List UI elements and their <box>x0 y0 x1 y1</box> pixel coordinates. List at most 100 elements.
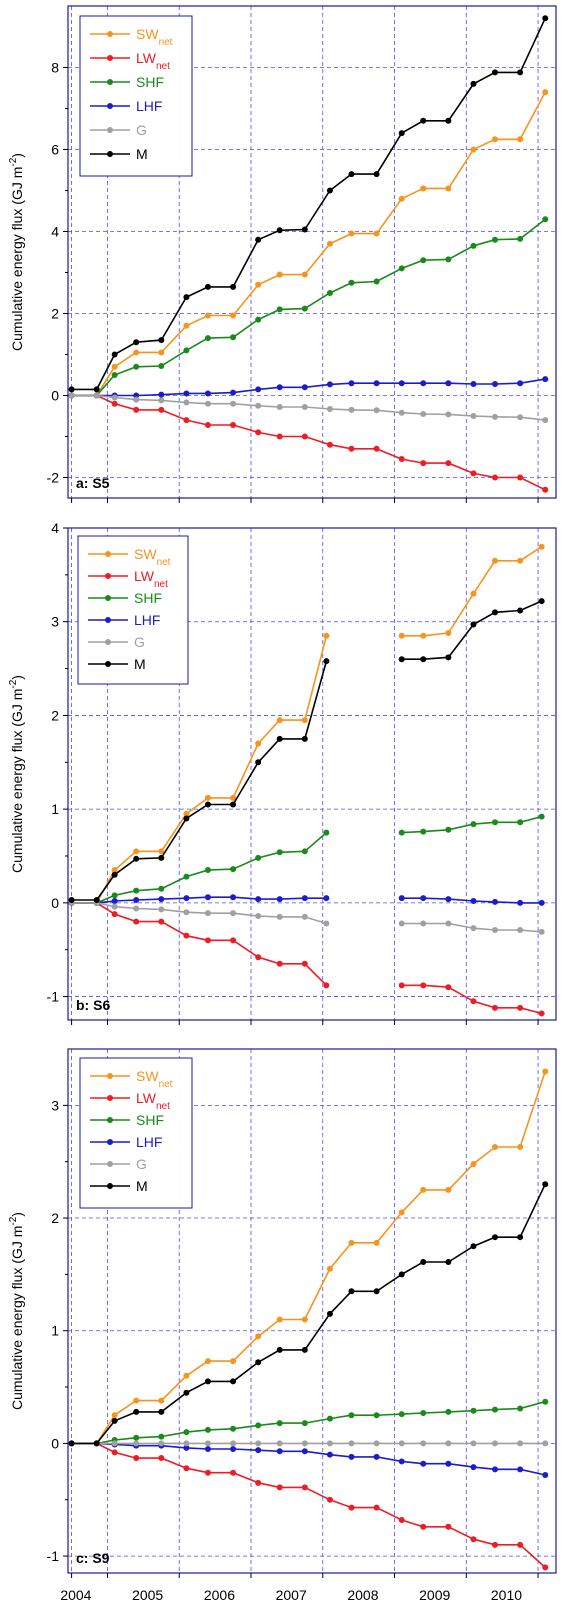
data-point <box>420 185 427 192</box>
series-sw <box>68 89 549 399</box>
series-lw <box>68 392 549 493</box>
data-point <box>538 813 545 820</box>
data-point <box>158 848 165 855</box>
data-point <box>373 230 380 237</box>
data-point <box>373 1504 380 1511</box>
data-point <box>158 1408 165 1415</box>
data-point <box>158 885 165 892</box>
legend-label-m: M <box>136 1178 148 1194</box>
data-point <box>326 1440 333 1447</box>
legend-swatch-marker <box>105 617 111 623</box>
data-point <box>230 1446 237 1453</box>
data-point <box>492 1541 498 1548</box>
data-point <box>517 235 524 242</box>
data-point <box>517 1541 524 1548</box>
data-point <box>445 1258 452 1265</box>
y-axis-label: Cumulative energy flux (GJ m-2) <box>8 1212 25 1410</box>
legend-label-g: G <box>134 634 145 650</box>
data-point <box>204 1446 211 1453</box>
data-point <box>542 486 549 493</box>
data-point <box>255 429 262 436</box>
data-point <box>111 400 118 407</box>
data-point <box>183 873 190 880</box>
data-point <box>348 1453 355 1460</box>
legend-swatch-marker <box>107 55 113 61</box>
data-point <box>470 925 477 932</box>
data-point <box>445 1460 452 1467</box>
data-point <box>133 396 140 403</box>
data-point <box>111 1417 118 1424</box>
data-point <box>542 1471 549 1478</box>
legend-swatch-marker <box>107 151 113 157</box>
data-point <box>276 271 283 278</box>
data-point <box>470 1440 477 1447</box>
data-point <box>276 849 283 856</box>
data-point <box>230 1358 237 1365</box>
data-point <box>542 1181 549 1188</box>
data-point <box>301 271 308 278</box>
data-point <box>420 257 427 264</box>
data-point <box>133 905 140 912</box>
data-point <box>326 406 333 413</box>
data-point <box>420 828 427 835</box>
data-point <box>326 381 333 388</box>
data-point <box>398 456 405 463</box>
data-point <box>470 1407 477 1414</box>
data-point <box>301 913 308 920</box>
data-point <box>301 384 308 391</box>
legend-swatch-marker <box>107 1183 113 1189</box>
data-point <box>183 1429 190 1436</box>
series-shf <box>68 813 545 906</box>
data-point <box>133 1434 140 1441</box>
data-point <box>255 402 262 409</box>
legend-swatch-marker <box>105 573 111 579</box>
data-point <box>204 1440 211 1447</box>
data-point <box>445 826 452 833</box>
data-point <box>398 380 405 387</box>
legend-label-m: M <box>134 656 146 672</box>
data-point <box>276 717 283 724</box>
data-point <box>470 1160 477 1167</box>
data-point <box>517 1466 524 1473</box>
data-point <box>158 1433 165 1440</box>
data-point <box>542 1398 549 1405</box>
data-point <box>348 1288 355 1295</box>
y-tick-label: 0 <box>51 388 59 404</box>
data-point <box>492 898 498 905</box>
y-tick-label: -1 <box>47 989 60 1005</box>
data-point <box>420 895 427 902</box>
data-point <box>445 1186 452 1193</box>
data-point <box>301 717 308 724</box>
data-point <box>111 867 118 874</box>
data-point <box>230 1425 237 1432</box>
data-point <box>517 927 524 934</box>
data-point <box>111 394 118 401</box>
series-sw <box>68 543 545 906</box>
data-point <box>398 130 405 137</box>
data-point <box>255 316 262 323</box>
data-point <box>538 899 545 906</box>
data-point <box>348 279 355 286</box>
data-point <box>398 632 405 639</box>
data-point <box>276 227 283 234</box>
data-point <box>183 1444 190 1451</box>
data-point <box>517 607 524 614</box>
legend-swatch-marker <box>107 1161 113 1167</box>
series-line <box>71 831 327 904</box>
series-line <box>71 1442 546 1476</box>
data-point <box>183 895 190 902</box>
data-point <box>445 185 452 192</box>
data-point <box>373 380 380 387</box>
series-g <box>68 392 549 424</box>
data-point <box>276 1346 283 1353</box>
legend-swatch-marker <box>105 661 111 667</box>
data-point <box>204 1358 211 1365</box>
data-point <box>158 896 165 903</box>
data-point <box>492 474 498 481</box>
data-point <box>301 403 308 410</box>
y-tick-label: 0 <box>51 1435 59 1451</box>
data-point <box>398 195 405 202</box>
x-tick-label: 2005 <box>132 1587 163 1603</box>
legend-swatch-marker <box>107 31 113 37</box>
data-point <box>183 932 190 939</box>
